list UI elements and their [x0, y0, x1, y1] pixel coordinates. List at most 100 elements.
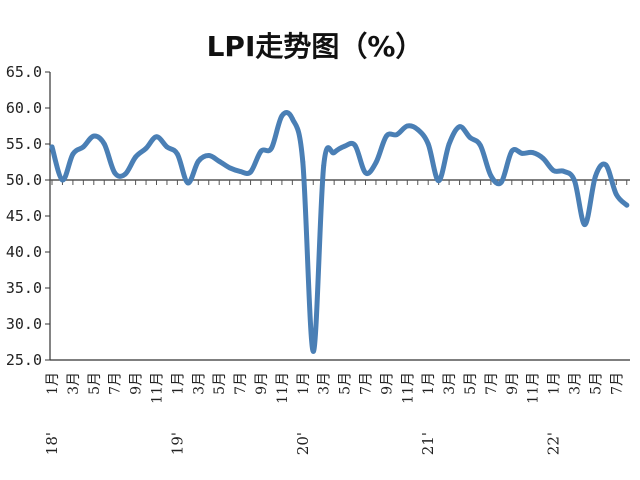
data-point — [143, 145, 149, 151]
data-point — [373, 160, 379, 166]
y-tick-label: 45.0 — [6, 207, 42, 225]
x-tick-label: 9月 — [379, 372, 395, 395]
data-point — [446, 141, 452, 147]
data-point — [80, 144, 86, 150]
x-tick-label: 3月 — [442, 372, 458, 395]
data-point — [60, 177, 65, 183]
x-tick-label: 3月 — [191, 372, 207, 395]
data-point — [133, 154, 139, 160]
y-tick-label: 50.0 — [6, 171, 42, 189]
y-tick-label: 35.0 — [6, 279, 42, 297]
data-point — [112, 170, 118, 176]
data-point — [509, 148, 515, 154]
data-point — [352, 143, 358, 148]
data-point — [613, 192, 619, 197]
x-tick-label: 9月 — [129, 372, 145, 395]
data-point — [519, 151, 525, 156]
data-point — [530, 150, 536, 156]
y-tick-label: 30.0 — [6, 315, 42, 333]
data-point — [404, 123, 410, 129]
x-tick-label: 11月 — [400, 372, 416, 404]
x-tick-label: 1月 — [170, 372, 186, 395]
data-point — [582, 222, 588, 228]
data-point — [394, 132, 400, 138]
x-tick-label: 7月 — [233, 372, 249, 395]
x-tick-label: 5月 — [588, 372, 604, 395]
year-labels: 18' 19' 20' 21' 22' — [43, 432, 563, 455]
x-tick-label: 5月 — [463, 372, 479, 395]
data-point — [624, 202, 630, 208]
x-tick-label: 1月 — [547, 372, 563, 395]
data-point — [248, 169, 253, 175]
data-point — [164, 144, 170, 150]
data-point — [342, 143, 347, 149]
x-tick-label: 5月 — [87, 372, 103, 395]
x-tick-label: 11月 — [526, 372, 542, 404]
y-tick-label: 55.0 — [6, 135, 42, 153]
data-point — [70, 151, 76, 157]
x-tick-label: 11月 — [275, 372, 291, 404]
data-point — [91, 133, 97, 139]
data-point — [258, 148, 264, 154]
data-point — [603, 162, 609, 168]
data-point — [279, 113, 285, 119]
data-point — [290, 116, 295, 122]
x-tick-label: 11月 — [150, 372, 166, 404]
data-point — [363, 170, 368, 176]
x-tick-label: 1月 — [296, 372, 312, 395]
data-point — [415, 127, 421, 132]
year-label: 18' — [43, 432, 61, 455]
data-point — [551, 168, 556, 174]
data-point — [478, 143, 483, 148]
series-line-lpi — [49, 110, 630, 354]
y-tick-label: 65.0 — [6, 63, 42, 81]
x-tick-label: 3月 — [66, 372, 82, 395]
x-tick-label: 7月 — [609, 372, 625, 395]
data-point — [467, 135, 473, 140]
data-point — [101, 141, 107, 147]
data-point — [154, 134, 159, 140]
y-axis-ticks: 65.0 60.0 55.0 50.0 45.0 40.0 35.0 30.0 25.0 — [6, 63, 50, 369]
x-tick-label: 1月 — [421, 372, 437, 395]
year-label: 21' — [419, 432, 437, 455]
data-point — [436, 178, 441, 184]
data-point — [331, 150, 337, 156]
data-point — [227, 165, 233, 171]
data-point — [175, 151, 180, 157]
x-tick-label: 3月 — [317, 372, 333, 395]
data-point — [561, 169, 567, 174]
data-point — [49, 144, 55, 150]
x-tick-label: 1月 — [45, 372, 61, 395]
y-tick-label: 40.0 — [6, 243, 42, 261]
data-point — [540, 156, 546, 161]
data-point — [269, 145, 274, 151]
data-point — [185, 180, 191, 186]
x-tick-label: 7月 — [108, 372, 124, 395]
data-point — [457, 124, 462, 130]
x-tick-label: 5月 — [212, 372, 228, 395]
data-point — [593, 174, 598, 179]
data-point — [122, 171, 128, 177]
x-tick-label: 9月 — [505, 372, 521, 395]
year-label: 22' — [545, 432, 563, 455]
data-point — [195, 158, 201, 164]
year-label: 20' — [294, 432, 312, 455]
data-point — [300, 159, 306, 165]
data-point — [321, 163, 327, 169]
data-point — [206, 153, 212, 158]
y-tick-label: 60.0 — [6, 99, 42, 117]
x-tick-label: 3月 — [568, 372, 584, 395]
chart-title: LPI走势图（%） — [207, 30, 424, 63]
x-tick-label: 9月 — [254, 372, 270, 395]
x-axis-ticks: 1月 3月 5月 7月 9月 11月 1月 3月 5月 7月 9月 11月 1月 3月 5月 7月 9月 11月 1… — [45, 180, 628, 404]
year-label: 19' — [168, 432, 186, 455]
data-point — [310, 349, 316, 354]
x-tick-label: 5月 — [338, 372, 354, 395]
x-tick-label: 7月 — [484, 372, 500, 395]
data-point — [498, 179, 504, 185]
data-point — [572, 178, 577, 184]
data-point — [216, 158, 222, 164]
data-point — [237, 169, 243, 174]
